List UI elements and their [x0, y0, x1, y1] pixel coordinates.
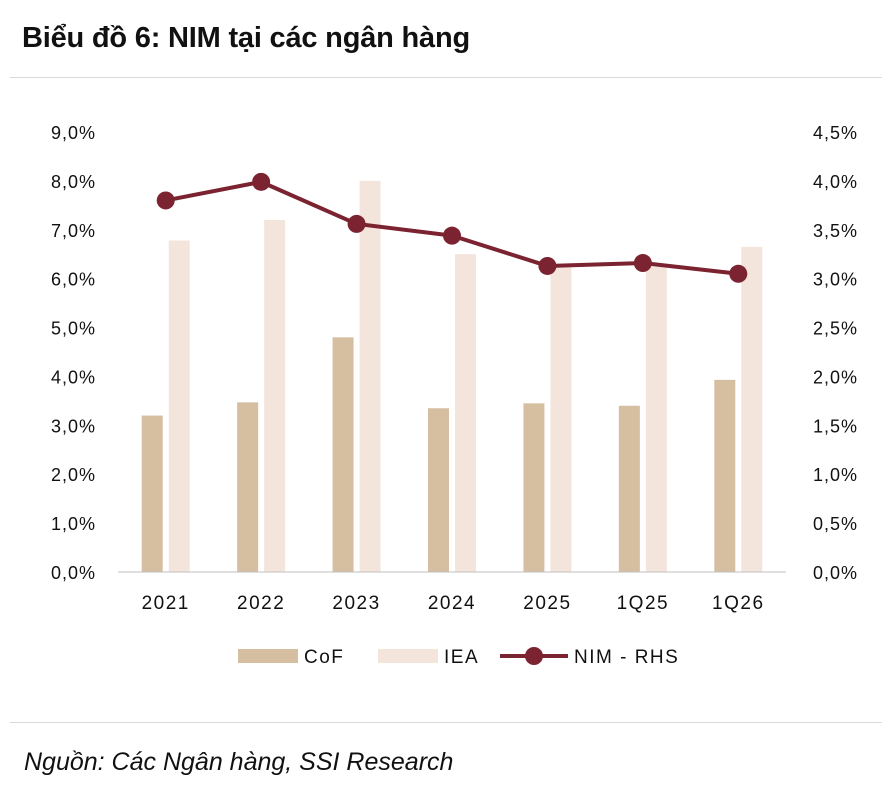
left-tick-label: 5,0% — [51, 319, 96, 339]
nim-point — [729, 264, 748, 283]
bar-series — [141, 180, 763, 573]
right-tick-label: 0,0% — [813, 563, 858, 583]
x-tick-label: 2024 — [428, 593, 476, 614]
right-tick-label: 0,5% — [813, 514, 858, 534]
legend-label: CoF — [304, 647, 344, 668]
right-tick-label: 1,0% — [813, 465, 858, 485]
right-tick-label: 2,0% — [813, 367, 858, 387]
nim-point — [156, 191, 175, 210]
right-tick-label: 4,0% — [813, 172, 858, 192]
nim-point — [538, 256, 557, 275]
chart-legend: CoF IEA NIM - RHS — [238, 647, 679, 668]
right-tick-label: 3,5% — [813, 221, 858, 241]
x-tick-label: 2021 — [142, 593, 190, 614]
nim-line-series — [156, 172, 748, 283]
right-tick-label: 4,5% — [813, 123, 858, 143]
x-axis-tick-labels: 2021 2022 2023 2024 2025 1Q25 1Q26 — [142, 593, 764, 614]
cof-bar — [714, 379, 736, 572]
legend-label: NIM - RHS — [574, 647, 679, 668]
source-divider — [10, 722, 882, 723]
x-tick-label: 2022 — [237, 593, 285, 614]
left-tick-label: 6,0% — [51, 270, 96, 290]
left-tick-label: 4,0% — [51, 367, 96, 387]
iea-bar — [168, 240, 190, 573]
cof-bar — [428, 408, 449, 572]
left-tick-label: 0,0% — [51, 563, 96, 583]
left-tick-label: 1,0% — [51, 514, 96, 534]
iea-bar — [741, 246, 763, 572]
legend-swatch-cof — [238, 649, 298, 663]
source-note: Nguồn: Các Ngân hàng, SSI Research — [24, 748, 454, 776]
cof-bar — [237, 402, 259, 572]
right-axis-ticks: 0,0% 0,5% 1,0% 1,5% 2,0% 2,5% 3,0% 3,5% 4,0% 4,5% — [813, 123, 858, 583]
cof-bar — [332, 337, 354, 572]
nim-point — [347, 214, 366, 233]
left-axis-ticks: 0,0% 1,0% 2,0% 3,0% 4,0% 5,0% 6,0% 7,0% 8,0% 9,0% — [51, 123, 96, 583]
nim-point — [633, 254, 652, 273]
right-tick-label: 1,5% — [813, 416, 858, 436]
cof-bar — [523, 403, 545, 572]
iea-bar — [455, 254, 476, 572]
chart-title: Biểu đồ 6: NIM tại các ngân hàng — [22, 22, 470, 54]
x-tick-label: 2025 — [523, 593, 571, 614]
legend-marker — [525, 647, 543, 665]
x-tick-label: 2023 — [332, 593, 380, 614]
title-divider — [10, 77, 882, 78]
left-tick-label: 7,0% — [51, 221, 96, 241]
right-tick-label: 3,0% — [813, 270, 858, 290]
legend-swatch-iea — [378, 649, 438, 663]
nim-point — [252, 172, 271, 191]
nim-point — [443, 226, 461, 245]
left-tick-label: 8,0% — [51, 172, 96, 192]
iea-bar — [264, 220, 286, 572]
iea-bar — [645, 266, 667, 572]
left-tick-label: 2,0% — [51, 465, 96, 485]
left-tick-label: 3,0% — [51, 416, 96, 436]
iea-bar — [550, 266, 572, 572]
right-tick-label: 2,5% — [813, 319, 858, 339]
x-tick-label: 1Q26 — [712, 593, 764, 614]
cof-bar — [618, 405, 640, 572]
legend-label: IEA — [444, 647, 479, 668]
combo-chart: 0,0% 1,0% 2,0% 3,0% 4,0% 5,0% 6,0% 7,0% 8,0% 9,0%… — [51, 123, 858, 668]
x-tick-label: 1Q25 — [617, 593, 669, 614]
left-tick-label: 9,0% — [51, 123, 96, 143]
cof-bar — [141, 415, 163, 572]
iea-bar — [359, 180, 381, 572]
